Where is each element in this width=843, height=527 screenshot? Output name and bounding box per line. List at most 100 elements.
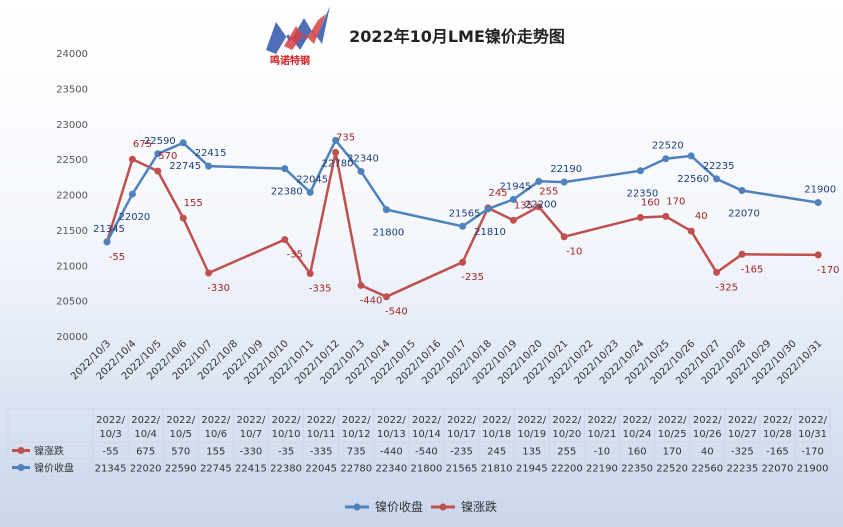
data-label-change: -325: [715, 282, 738, 293]
table-header-cell: 2022/: [272, 415, 301, 426]
point-change: [713, 268, 721, 276]
point-price: [560, 178, 568, 186]
data-label-price: 21900: [804, 185, 836, 196]
logo-mark-accent: [284, 14, 326, 50]
table-header-cell: 2022/: [166, 415, 195, 426]
point-price: [535, 177, 543, 185]
table-cell: 22780: [340, 464, 372, 475]
point-price: [154, 150, 162, 158]
table-cell: 735: [347, 447, 366, 458]
table-cell: -325: [731, 447, 754, 458]
point-change: [814, 251, 822, 259]
table-cell: -170: [801, 447, 824, 458]
data-label-price: 21810: [474, 227, 506, 238]
table-cell: 21900: [797, 464, 829, 475]
table-header-cell: 10/24: [623, 429, 652, 440]
y-tick-label: 22000: [56, 191, 88, 202]
y-tick-label: 21000: [56, 261, 88, 272]
table-cell: 22350: [621, 464, 653, 475]
table-header-cell: 2022/: [482, 415, 511, 426]
data-label-change: -235: [461, 272, 484, 283]
y-tick-label: 22500: [56, 155, 88, 166]
table-header-cell: 10/31: [798, 429, 827, 440]
table-cell: 22340: [375, 464, 407, 475]
data-label-price: 22190: [550, 164, 582, 175]
point-price: [713, 175, 721, 183]
table-header-cell: 10/10: [272, 429, 301, 440]
point-change: [179, 214, 187, 222]
table-legend-marker: [17, 464, 25, 471]
table-header-cell: 10/19: [517, 429, 546, 440]
table-cell: 22045: [305, 464, 337, 475]
point-price: [205, 162, 213, 170]
table-header-cell: 2022/: [377, 415, 406, 426]
point-price: [636, 167, 644, 175]
table-header-cell: 2022/: [237, 415, 266, 426]
table-cell: -540: [415, 447, 438, 458]
table-cell: -335: [310, 447, 333, 458]
table-cell: 21945: [516, 464, 548, 475]
table-cell: 160: [628, 447, 647, 458]
table-cell: 135: [522, 447, 541, 458]
table-cell: 21800: [411, 464, 443, 475]
data-label-change: 570: [158, 151, 177, 162]
data-label-change: 160: [641, 198, 660, 209]
table-cell: 155: [206, 447, 225, 458]
table-cell: 570: [171, 447, 190, 458]
point-change: [509, 216, 517, 224]
table-cell: 22745: [200, 464, 232, 475]
point-price: [382, 206, 390, 214]
data-label-change: 135: [514, 200, 533, 211]
point-price: [332, 136, 340, 144]
table-legend-marker: [17, 447, 25, 454]
data-label-price: 21945: [499, 181, 531, 192]
y-tick-label: 20500: [56, 297, 88, 308]
point-price: [459, 222, 467, 230]
data-label-price: 22200: [525, 199, 557, 210]
y-tick-label: 21500: [56, 226, 88, 237]
data-label-change: 40: [695, 211, 708, 222]
table-cell: 21345: [95, 464, 127, 475]
table-header-cell: 2022/: [201, 415, 230, 426]
point-price: [484, 205, 492, 213]
table-cell: -165: [766, 447, 789, 458]
data-label-price: 22560: [677, 174, 709, 185]
data-label-change: -330: [207, 283, 230, 294]
data-label-change: -55: [109, 252, 125, 263]
legend-marker: [353, 503, 361, 511]
point-price: [128, 190, 136, 198]
data-label-price: 22745: [169, 161, 201, 172]
table-cell: -55: [102, 447, 118, 458]
data-label-change: -170: [817, 265, 840, 276]
point-change: [205, 269, 213, 277]
table-cell: 255: [557, 447, 576, 458]
point-change: [332, 148, 340, 156]
data-label-price: 22520: [652, 141, 684, 152]
data-table: 2022/10/3 2022/10/4 2022/10/5 2022/10/6 2022…: [7, 408, 831, 477]
y-tick-label: 20000: [56, 332, 88, 343]
table-header-cell: 2022/: [658, 415, 687, 426]
table-cell: -330: [240, 447, 263, 458]
point-change: [382, 293, 390, 301]
point-change: [281, 236, 289, 244]
data-label-change: -35: [287, 250, 303, 261]
data-label-price: 21565: [449, 208, 481, 219]
table-header-cell: 10/26: [693, 429, 722, 440]
table-cell: 22235: [726, 464, 758, 475]
table-header-cell: 2022/: [693, 415, 722, 426]
table-cell: 22070: [762, 464, 794, 475]
point-price: [281, 165, 289, 173]
table-header-cell: 10/25: [658, 429, 687, 440]
data-label-price: 22590: [144, 136, 176, 147]
data-label-price: 22780: [322, 158, 354, 169]
table-header-cell: 2022/: [763, 415, 792, 426]
y-tick-label: 23500: [56, 84, 88, 95]
table-header-cell: 10/3: [99, 429, 121, 440]
data-label-change: -10: [566, 247, 582, 258]
point-change: [687, 227, 695, 235]
legend-label: 镍涨跌: [461, 499, 497, 514]
table-cell: -440: [380, 447, 403, 458]
legend-label: 镍价收盘: [375, 499, 423, 514]
table-cell: 245: [487, 447, 506, 458]
